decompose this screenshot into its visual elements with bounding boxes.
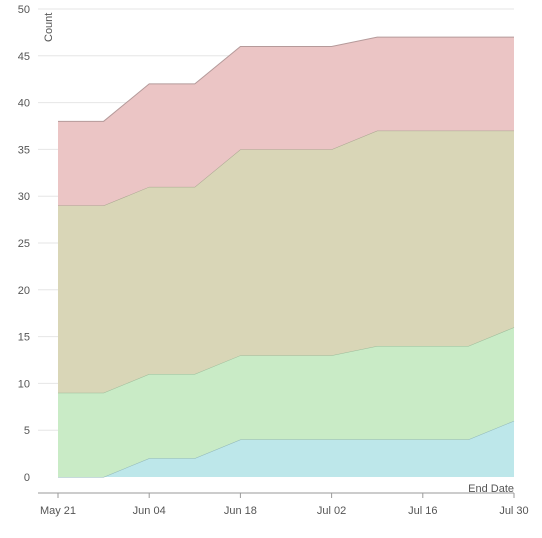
y-tick-label: 30	[18, 191, 30, 203]
area-series-4-line	[58, 36, 514, 122]
area-series	[58, 36, 515, 478]
y-tick-label: 45	[18, 51, 30, 63]
x-tick-labels: May 21 Jun 04 Jun 18 Jul 02 Jul 16 Jul 30	[40, 493, 529, 517]
x-tick-label: Jul 02	[317, 505, 346, 517]
area-series-4	[58, 37, 514, 206]
y-tick-label: 25	[18, 238, 30, 250]
area-series-2	[58, 327, 514, 477]
y-tick-label: 10	[18, 378, 30, 390]
y-axis-title: Count	[43, 13, 55, 42]
x-axis-title: End Date	[468, 483, 514, 495]
y-tick-label: 0	[24, 472, 30, 484]
y-tick-label: 5	[24, 425, 30, 437]
y-tick-labels: 0 5 10 15 20 25 30 35 40 45 50	[18, 4, 30, 484]
y-tick-label: 20	[18, 285, 30, 297]
area-series-1	[58, 420, 514, 477]
x-tick-label: Jul 16	[408, 505, 437, 517]
y-tick-label: 35	[18, 144, 30, 156]
x-tick-label: Jul 30	[499, 505, 528, 517]
x-tick-label: May 21	[40, 505, 76, 517]
y-tick-label: 15	[18, 332, 30, 344]
y-tick-label: 40	[18, 98, 30, 110]
area-series-3	[58, 130, 514, 393]
y-tick-label: 50	[18, 4, 30, 16]
x-tick-label: Jun 18	[224, 505, 257, 517]
x-tick-label: Jun 04	[133, 505, 166, 517]
